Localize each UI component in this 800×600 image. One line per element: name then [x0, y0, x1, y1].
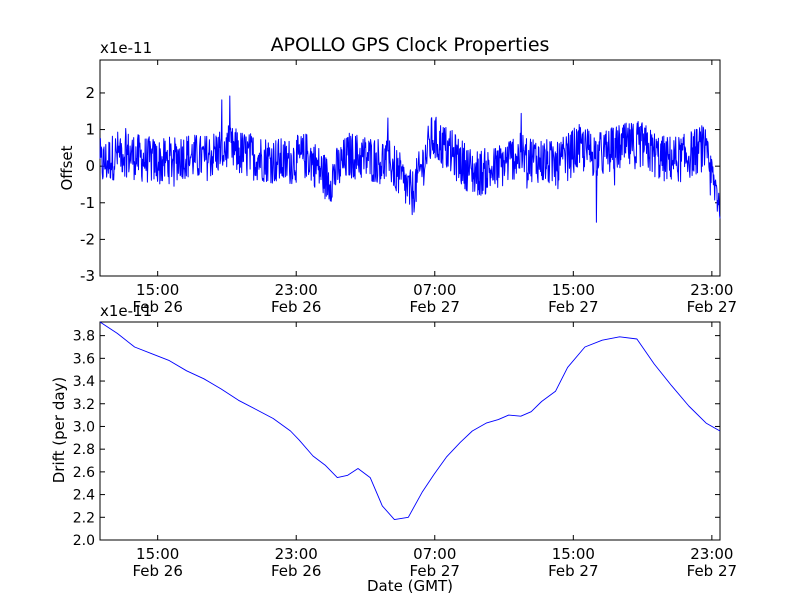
offset-series [99, 95, 721, 223]
offset-xtick-time: 23:00 [690, 281, 733, 299]
offset-ytick-label: 2 [85, 84, 95, 102]
drift-xtick-date: Feb 26 [271, 562, 321, 580]
drift-ytick-label: 3.0 [73, 419, 95, 435]
drift-xtick-time: 07:00 [413, 545, 456, 563]
drift-ylabel: Drift (per day) [50, 377, 68, 484]
drift-ytick-label: 2.0 [73, 533, 95, 549]
offset-xtick-date: Feb 26 [271, 298, 321, 316]
drift-xtick-time: 23:00 [275, 545, 318, 563]
drift-ytick-label: 3.4 [73, 374, 95, 390]
drift-series-line [99, 321, 721, 521]
drift-xtick-time: 15:00 [552, 545, 595, 563]
drift-multiplier: x1e-11 [100, 302, 152, 320]
x-axis-label: Date (GMT) [367, 577, 453, 595]
chart-title: APOLLO GPS Clock Properties [271, 34, 550, 56]
drift-ytick-label: 3.6 [73, 351, 95, 367]
offset-xtick-date: Feb 27 [410, 298, 460, 316]
offset-xtick-date: Feb 27 [687, 298, 737, 316]
drift-xtick-time: 15:00 [136, 545, 179, 563]
drift-series [99, 321, 721, 521]
offset-xtick-date: Feb 27 [548, 298, 598, 316]
offset-ytick-label: 1 [85, 121, 95, 139]
offset-ytick-label: -3 [80, 267, 95, 285]
offset-multiplier: x1e-11 [100, 39, 152, 57]
offset-xtick-time: 23:00 [275, 281, 318, 299]
drift-axes-frame [99, 321, 721, 541]
drift-panel: x1e-11 Drift (per day) 2.0 2.2 2.4 2.6 2.8 3.… [50, 302, 737, 580]
drift-ytick-label: 2.8 [73, 442, 95, 458]
offset-yticks: -3 -2 -1 0 1 2 [80, 84, 720, 285]
drift-xtick-date: Feb 26 [132, 562, 182, 580]
drift-ytick-label: 2.6 [73, 465, 95, 481]
offset-ylabel: Offset [58, 145, 76, 190]
offset-xtick-date: Feb 26 [132, 298, 182, 316]
offset-xtick-time: 15:00 [552, 281, 595, 299]
offset-ytick-label: -1 [80, 194, 95, 212]
offset-ytick-label: -2 [80, 230, 95, 248]
drift-yticks: 2.0 2.2 2.4 2.6 2.8 3.0 3.2 3.4 3.6 3.8 [73, 329, 720, 549]
drift-ytick-label: 2.4 [73, 488, 95, 504]
offset-ytick-label: 0 [85, 157, 95, 175]
offset-xtick-time: 07:00 [413, 281, 456, 299]
drift-ytick-label: 3.2 [73, 397, 95, 413]
drift-xtick-date: Feb 27 [410, 562, 460, 580]
drift-xtick-date: Feb 27 [548, 562, 598, 580]
drift-xtick-time: 23:00 [690, 545, 733, 563]
offset-xtick-time: 15:00 [136, 281, 179, 299]
drift-ytick-label: 2.2 [73, 510, 95, 526]
offset-series-line [99, 95, 721, 223]
offset-axes-frame [99, 59, 721, 277]
drift-xtick-date: Feb 27 [687, 562, 737, 580]
drift-ytick-label: 3.8 [73, 329, 95, 345]
